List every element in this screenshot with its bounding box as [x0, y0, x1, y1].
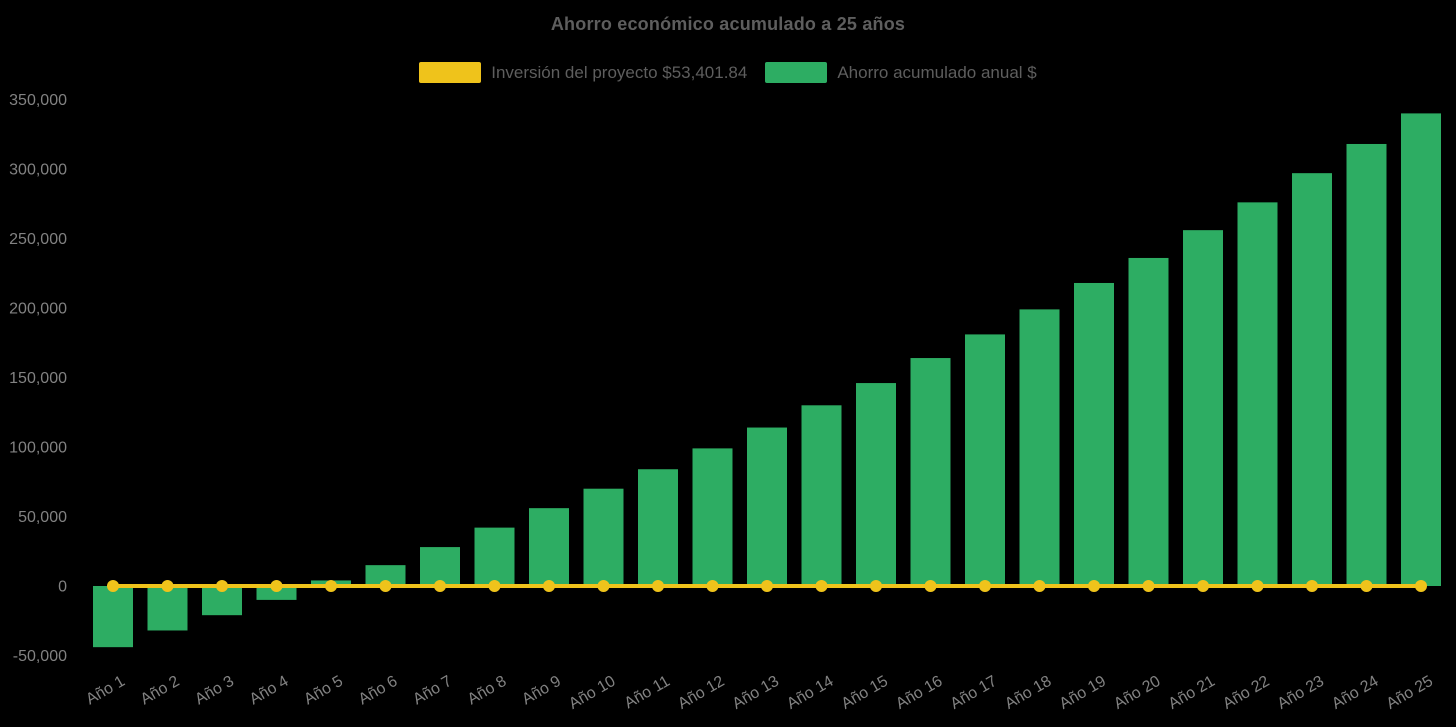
xtick-label-año-3: Año 3	[192, 673, 237, 709]
ytick-label-200000: 200,000	[9, 301, 67, 318]
line-marker-año-1	[107, 580, 119, 592]
chart-legend: Inversión del proyecto $53,401.84 Ahorro…	[0, 62, 1456, 83]
xtick-label-año-7: Año 7	[410, 673, 455, 709]
ytick-label-0: 0	[58, 579, 67, 596]
ytick-label--50000: -50,000	[13, 648, 67, 665]
xtick-label-año-11: Año 11	[622, 673, 673, 713]
xtick-label-año-8: Año 8	[465, 673, 510, 709]
bar-año-15	[856, 383, 896, 586]
bar-año-6	[365, 565, 406, 586]
line-marker-año-5	[325, 580, 337, 592]
xtick-label-año-6: Año 6	[356, 673, 401, 709]
ytick-label-350000: 350,000	[9, 92, 67, 109]
bar-año-25	[1401, 113, 1441, 587]
bar-año-12	[692, 448, 733, 586]
xtick-label-año-10: Año 10	[566, 673, 619, 713]
xtick-label-año-2: Año 2	[138, 673, 183, 709]
chart-title: Ahorro económico acumulado a 25 años	[550, 14, 906, 34]
bar-año-9	[529, 508, 569, 586]
xtick-label-año-22: Año 22	[1220, 673, 1273, 713]
xtick-label-año-23: Año 23	[1275, 673, 1328, 713]
line-marker-año-13	[761, 580, 773, 592]
line-marker-año-24	[1360, 580, 1373, 592]
bar-año-17	[965, 334, 1005, 586]
legend-swatch-ahorro	[765, 62, 828, 83]
ytick-label-250000: 250,000	[9, 231, 67, 248]
xtick-label-año-17: Año 17	[948, 673, 1001, 713]
ytick-label-100000: 100,000	[9, 440, 67, 457]
bar-año-1	[93, 586, 133, 648]
legend-label-ahorro: Ahorro acumulado anual $	[837, 62, 1037, 82]
legend-item-ahorro: Ahorro acumulado anual $	[765, 62, 1037, 83]
xtick-label-año-9: Año 9	[519, 673, 564, 709]
bar-año-19	[1074, 282, 1114, 586]
xtick-label-año-14: Año 14	[784, 673, 837, 713]
bar-año-20	[1128, 257, 1169, 586]
bar-año-23	[1292, 173, 1332, 587]
line-marker-año-21	[1197, 580, 1209, 592]
bar-año-13	[747, 427, 787, 586]
line-marker-año-14	[815, 580, 828, 592]
bar-año-2	[147, 586, 188, 631]
bar-año-21	[1183, 230, 1223, 586]
bar-año-10	[583, 488, 624, 586]
line-marker-año-17	[979, 580, 991, 592]
ytick-label-300000: 300,000	[9, 162, 67, 179]
bar-año-18	[1019, 309, 1060, 586]
xtick-label-año-18: Año 18	[1002, 673, 1055, 713]
bar-año-7	[420, 547, 460, 586]
line-marker-año-3	[216, 580, 228, 592]
ytick-label-50000: 50,000	[18, 509, 67, 526]
xtick-label-año-21: Año 21	[1166, 673, 1219, 713]
line-marker-año-19	[1088, 580, 1100, 592]
bar-año-24	[1346, 143, 1387, 587]
line-marker-año-10	[597, 580, 610, 592]
line-marker-año-8	[488, 580, 501, 592]
legend-item-inversion: Inversión del proyecto $53,401.84	[419, 62, 747, 83]
bar-año-4	[256, 586, 297, 600]
bar-año-16	[910, 358, 951, 586]
line-marker-año-6	[379, 580, 392, 592]
xtick-label-año-5: Año 5	[301, 673, 346, 709]
bar-año-11	[638, 469, 678, 586]
line-marker-año-7	[434, 580, 446, 592]
line-marker-año-16	[924, 580, 937, 592]
bar-año-8	[474, 527, 515, 586]
line-marker-año-25	[1415, 580, 1427, 592]
line-marker-año-4	[270, 580, 283, 592]
xtick-label-año-24: Año 24	[1329, 673, 1382, 713]
line-marker-año-18	[1033, 580, 1046, 592]
line-marker-año-12	[706, 580, 719, 592]
xtick-label-año-1: Año 1	[83, 673, 128, 709]
ytick-label-150000: 150,000	[9, 370, 67, 387]
line-marker-año-22	[1251, 580, 1264, 592]
legend-label-inversion: Inversión del proyecto $53,401.84	[491, 62, 748, 82]
xtick-label-año-19: Año 19	[1057, 673, 1110, 713]
xtick-label-año-4: Año 4	[247, 673, 292, 709]
line-marker-año-9	[543, 580, 555, 592]
bar-año-22	[1237, 202, 1278, 587]
line-marker-año-11	[652, 580, 664, 592]
xtick-label-año-20: Año 20	[1111, 673, 1164, 713]
line-marker-año-2	[161, 580, 174, 592]
xtick-label-año-25: Año 25	[1384, 673, 1437, 713]
line-marker-año-20	[1142, 580, 1155, 592]
line-marker-año-23	[1306, 580, 1318, 592]
xtick-label-año-15: Año 15	[839, 673, 892, 713]
xtick-label-año-16: Año 16	[893, 673, 946, 713]
bar-año-14	[801, 405, 842, 586]
legend-swatch-inversion	[419, 62, 482, 83]
xtick-label-año-12: Año 12	[675, 673, 728, 713]
xtick-label-año-13: Año 13	[730, 673, 783, 713]
line-marker-año-15	[870, 580, 882, 592]
